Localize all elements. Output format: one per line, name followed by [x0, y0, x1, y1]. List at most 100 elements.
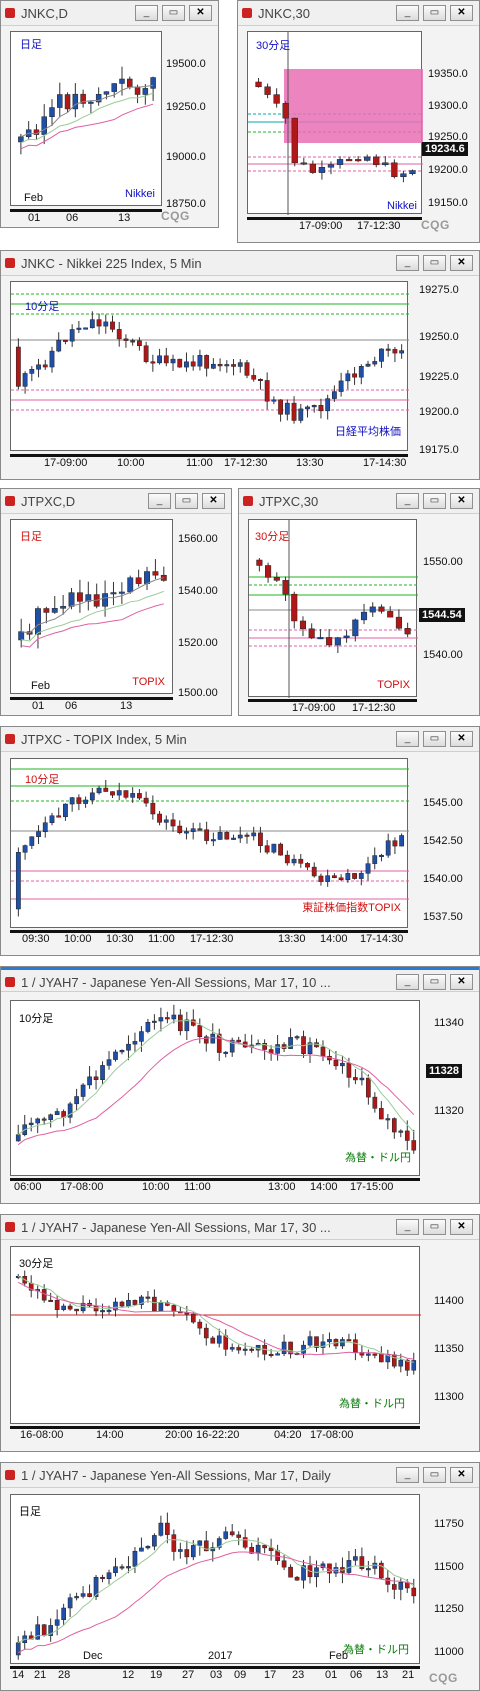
- candle-body: [291, 117, 298, 164]
- x-axis: 14 21 28 12 19 27 03 09 17 23 01 06 13 2…: [10, 1666, 420, 1682]
- close-button[interactable]: ✕: [450, 255, 473, 271]
- candle-body: [282, 103, 289, 119]
- candle-body: [224, 832, 230, 840]
- candle-body: [63, 803, 68, 818]
- close-button[interactable]: ✕: [450, 5, 473, 21]
- titlebar[interactable]: JTPXC,30 _ ▭ ✕: [239, 489, 479, 514]
- titlebar[interactable]: 1 / JYAH7 - Japanese Yen-All Sessions, M…: [1, 1463, 479, 1488]
- close-button[interactable]: ✕: [450, 731, 473, 747]
- candle-body: [217, 832, 223, 840]
- minimize-button[interactable]: _: [396, 731, 419, 747]
- restore-button[interactable]: ▭: [175, 493, 198, 509]
- candle-body: [291, 402, 297, 421]
- close-button[interactable]: ✕: [450, 974, 473, 990]
- candle-body: [284, 854, 290, 864]
- x-tick: 17-08:00: [60, 1181, 104, 1193]
- minimize-button[interactable]: _: [396, 1467, 419, 1483]
- candle-body: [74, 1308, 79, 1312]
- chart-plot[interactable]: 10分足 東証株価指数TOPIX: [10, 758, 409, 928]
- close-button[interactable]: ✕: [450, 1219, 473, 1235]
- close-button[interactable]: ✕: [450, 1467, 473, 1483]
- candle-body: [281, 1044, 287, 1049]
- restore-button[interactable]: ▭: [162, 5, 185, 21]
- titlebar[interactable]: JNKC,D _ ▭ ✕: [1, 1, 218, 26]
- candle-body: [132, 1300, 138, 1305]
- candle-body: [102, 593, 109, 607]
- minimize-button[interactable]: _: [396, 255, 419, 271]
- candle-body: [249, 1348, 254, 1351]
- candle-body: [308, 628, 315, 639]
- period-label: 10分足: [25, 774, 60, 786]
- restore-button[interactable]: ▭: [423, 5, 446, 21]
- window-jtpxc-30min[interactable]: JTPXC,30 _ ▭ ✕ 30分足 TOPIX 1550.00 1544.54 …: [238, 488, 480, 716]
- chart-plot[interactable]: 30分足 Nikkei: [247, 31, 423, 215]
- candle-body: [278, 399, 284, 415]
- titlebar[interactable]: JNKC,30 _ ▭ ✕: [238, 1, 479, 26]
- titlebar[interactable]: JNKC - Nikkei 225 Index, 5 Min _ ▭ ✕: [1, 251, 479, 276]
- minimize-button[interactable]: _: [396, 5, 419, 21]
- candle-body: [190, 828, 196, 832]
- candle-body: [145, 1021, 151, 1032]
- x-tick: 13:30: [278, 933, 306, 945]
- candle-body: [404, 1130, 410, 1141]
- candle-body: [80, 1593, 86, 1597]
- candle-body: [385, 348, 391, 351]
- minimize-button[interactable]: _: [148, 493, 171, 509]
- chart-plot[interactable]: 日足 Nikkei Feb: [10, 31, 162, 206]
- candle-body: [216, 1335, 222, 1344]
- restore-button[interactable]: ▭: [423, 974, 446, 990]
- x-axis: 01 06 13: [10, 697, 173, 713]
- candle-body: [165, 1522, 170, 1535]
- chart-plot[interactable]: 10分足 日経平均株価: [10, 281, 409, 451]
- close-button[interactable]: ✕: [450, 493, 473, 509]
- chart-plot[interactable]: 日足 為替・ドル円 Dec 2017 Feb: [10, 1494, 420, 1664]
- chart-plot[interactable]: 30分足 TOPIX: [248, 519, 418, 698]
- y-tick: 19300.0: [428, 100, 468, 112]
- restore-button[interactable]: ▭: [423, 731, 446, 747]
- window-jnkc-30min[interactable]: JNKC,30 _ ▭ ✕ 30分足 Nikkei 19350.0 19300.0 …: [237, 0, 480, 243]
- candle-body: [15, 852, 21, 910]
- candle-body: [170, 358, 176, 364]
- candle-body: [358, 873, 364, 879]
- candle-body: [244, 362, 250, 376]
- candle-body: [106, 1309, 112, 1312]
- window-jyah7-daily[interactable]: 1 / JYAH7 - Japanese Yen-All Sessions, M…: [0, 1462, 480, 1691]
- candle-body: [223, 1531, 229, 1539]
- x-tick: 06:00: [14, 1181, 42, 1193]
- minimize-button[interactable]: _: [396, 493, 419, 509]
- titlebar[interactable]: 1 / JYAH7 - Japanese Yen-All Sessions, M…: [1, 967, 479, 992]
- candle-body: [150, 361, 156, 364]
- x-tick: 13: [118, 212, 131, 224]
- candle-body: [123, 338, 129, 341]
- restore-button[interactable]: ▭: [423, 255, 446, 271]
- minimize-button[interactable]: _: [396, 974, 419, 990]
- restore-button[interactable]: ▭: [423, 1467, 446, 1483]
- close-button[interactable]: ✕: [189, 5, 212, 21]
- window-jyah7-30min[interactable]: 1 / JYAH7 - Japanese Yen-All Sessions, M…: [0, 1214, 480, 1452]
- close-button[interactable]: ✕: [202, 493, 225, 509]
- chart-plot[interactable]: 日足 TOPIX Feb: [10, 519, 173, 694]
- minimize-button[interactable]: _: [135, 5, 158, 21]
- window-jtpxc-daily[interactable]: JTPXC,D _ ▭ ✕ 日足 TOPIX Feb 1560.00 1540.00…: [0, 488, 232, 716]
- candle-body: [291, 858, 297, 864]
- titlebar[interactable]: JTPXC,D _ ▭ ✕: [1, 489, 231, 514]
- candle-body: [338, 877, 344, 880]
- minimize-button[interactable]: _: [396, 1219, 419, 1235]
- candle-body: [49, 107, 55, 117]
- restore-button[interactable]: ▭: [423, 493, 446, 509]
- titlebar[interactable]: 1 / JYAH7 - Japanese Yen-All Sessions, M…: [1, 1215, 479, 1240]
- window-jnkc-5min[interactable]: JNKC - Nikkei 225 Index, 5 Min _ ▭ ✕ 10分足 …: [0, 250, 480, 480]
- window-jyah7-10min[interactable]: 1 / JYAH7 - Japanese Yen-All Sessions, M…: [0, 966, 480, 1204]
- chart-plot[interactable]: 30分足 為替・ドル円: [10, 1246, 421, 1424]
- candle-chart: [11, 1270, 421, 1377]
- index-label: 為替・ドル円: [345, 1152, 411, 1164]
- chart-plot[interactable]: 10分足 為替・ドル円: [10, 1000, 420, 1176]
- restore-button[interactable]: ▭: [423, 1219, 446, 1235]
- titlebar[interactable]: JTPXC - TOPIX Index, 5 Min _ ▭ ✕: [1, 727, 479, 752]
- candle-body: [178, 1549, 183, 1552]
- window-jnkc-daily[interactable]: JNKC,D _ ▭ ✕ 日足 Nikkei Feb 19500.0 19250.0…: [0, 0, 219, 228]
- candle-body: [35, 1624, 41, 1640]
- x-tick: 11:00: [148, 933, 175, 945]
- candle-body: [255, 81, 262, 88]
- window-jtpxc-5min[interactable]: JTPXC - TOPIX Index, 5 Min _ ▭ ✕ 10分足 東証株価…: [0, 726, 480, 956]
